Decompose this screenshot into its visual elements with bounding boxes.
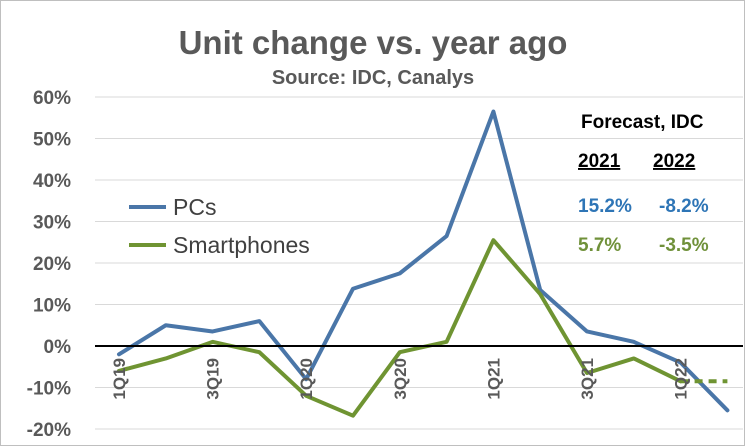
x-tick-label: 1Q19 (110, 358, 129, 400)
forecast-smartphones-2022: -3.5% (659, 235, 709, 256)
x-tick-label: 1Q20 (297, 358, 316, 400)
y-tick-label: 0% (44, 337, 72, 358)
legend: PCs Smartphones (129, 194, 310, 258)
x-axis-ticks: 1Q19 3Q19 1Q20 3Q20 1Q21 3Q21 1Q22 (110, 358, 691, 400)
legend-label-pcs: PCs (173, 194, 216, 220)
y-tick-label: 60% (33, 88, 71, 109)
x-tick-label: 3Q19 (204, 358, 223, 400)
forecast-smartphones-2021: 5.7% (578, 235, 621, 256)
series-lines (95, 109, 743, 418)
series-line-pcs (117, 109, 730, 413)
forecast-title: Forecast, IDC (581, 112, 704, 133)
y-tick-label: 40% (33, 171, 71, 192)
forecast-year-2021: 2021 (578, 151, 621, 172)
y-axis-ticks: 60% 50% 40% 30% 20% 10% 0% -10% -20% (27, 88, 71, 441)
chart-title: Unit change vs. year ago (179, 24, 568, 61)
forecast-pcs-2022: -8.2% (659, 196, 709, 217)
chart-subtitle: Source: IDC, Canalys (272, 67, 474, 89)
y-tick-label: 50% (33, 130, 71, 151)
x-tick-label: 1Q21 (484, 358, 503, 400)
y-tick-label: 20% (33, 254, 71, 275)
gridlines (95, 96, 743, 430)
legend-label-smartphones: Smartphones (173, 232, 310, 258)
forecast-pcs-2021: 15.2% (578, 196, 632, 217)
y-tick-label: 10% (33, 296, 71, 317)
y-tick-label: 30% (33, 213, 71, 234)
forecast-table: Forecast, IDC 2021 2022 15.2% -8.2% 5.7%… (578, 112, 709, 256)
x-tick-label: 3Q20 (391, 358, 410, 400)
forecast-year-2022: 2022 (653, 151, 695, 172)
x-tick-label: 3Q21 (578, 358, 597, 400)
x-tick-label: 1Q22 (672, 358, 691, 400)
y-tick-label: -10% (27, 379, 71, 400)
y-tick-label: -20% (27, 420, 71, 441)
series-line-smartphones (117, 238, 683, 418)
